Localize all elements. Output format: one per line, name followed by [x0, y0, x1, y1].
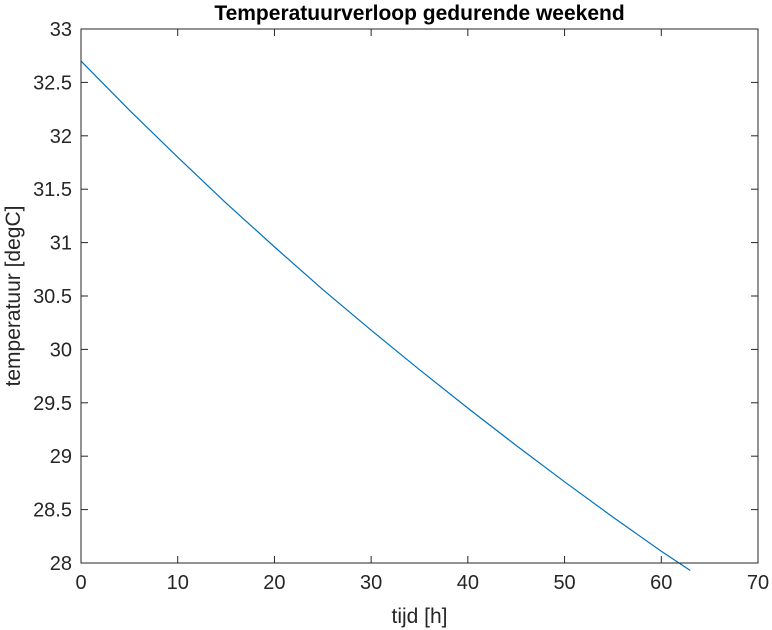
x-tick-label: 20: [263, 572, 285, 594]
y-tick-label: 33: [50, 19, 72, 41]
x-axis-label: tijd [h]: [391, 605, 447, 628]
x-tick-label: 30: [360, 572, 382, 594]
y-axis-label: temperatuur [degC]: [2, 206, 25, 387]
y-tick-label: 30: [50, 339, 72, 361]
y-tick-label: 31.5: [33, 179, 72, 201]
y-tick-label: 29: [50, 446, 72, 468]
y-tick-label: 32.5: [33, 72, 72, 94]
y-tick-label: 31: [50, 233, 72, 255]
x-tick-label: 70: [747, 572, 769, 594]
chart-title: Temperatuurverloop gedurende weekend: [214, 2, 624, 25]
x-tick-label: 0: [75, 572, 86, 594]
y-tick-label: 30.5: [33, 286, 72, 308]
x-tick-label: 50: [553, 572, 575, 594]
y-tick-label: 28.5: [33, 500, 72, 522]
data-layer: [80, 60, 691, 571]
y-tick-label: 29.5: [33, 393, 72, 415]
tick-layer: 0 10 20 30 40 50 60 70 28 28.5 29 29.5 30 30.5 31 31.5 3…: [33, 19, 769, 594]
x-tick-label: 60: [650, 572, 672, 594]
x-tick-label: 40: [457, 572, 479, 594]
y-tick-label: 32: [50, 126, 72, 148]
x-tick-label: 10: [167, 572, 189, 594]
plot-area-background: [81, 29, 758, 563]
series-line-0: [80, 60, 691, 571]
y-tick-label: 28: [50, 553, 72, 575]
